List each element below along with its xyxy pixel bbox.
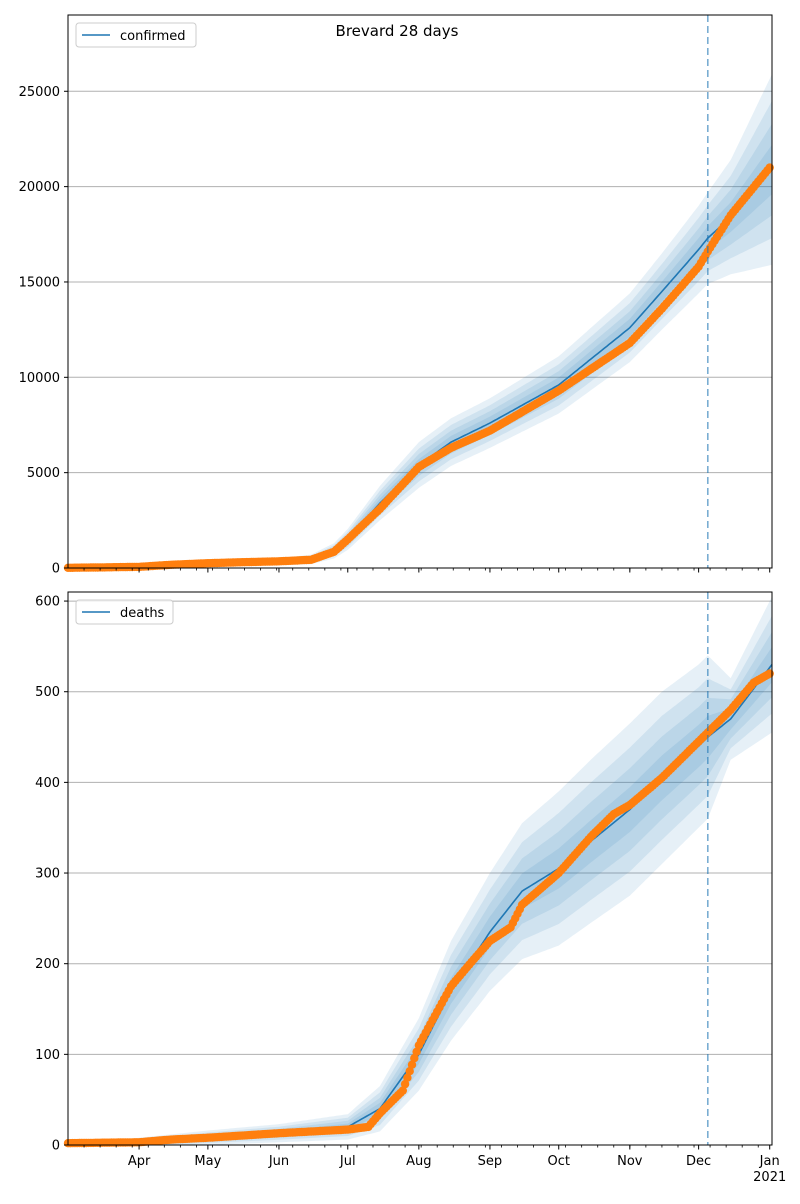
- x-year-label: 2021: [753, 1170, 786, 1185]
- legend-label: confirmed: [120, 29, 186, 44]
- x-tick-label: Jan: [759, 1154, 780, 1169]
- y-tick-label: 0: [52, 1139, 60, 1154]
- observed-point: [407, 1060, 417, 1069]
- legend-label: deaths: [120, 606, 165, 621]
- x-tick-label: Apr: [128, 1154, 151, 1169]
- x-tick-label: Nov: [617, 1154, 643, 1169]
- legend-box: [75, 22, 197, 48]
- x-tick-label: Jul: [339, 1154, 356, 1169]
- y-tick-label: 400: [35, 776, 60, 791]
- uncertainty-band-2: [68, 100, 772, 569]
- y-tick-label: 100: [35, 1048, 60, 1063]
- y-tick-label: 0: [52, 562, 60, 577]
- x-tick-label: Aug: [406, 1154, 431, 1169]
- y-tick-label: 10000: [19, 371, 60, 386]
- observed-point: [410, 1054, 419, 1063]
- y-tick-label: 15000: [19, 275, 60, 290]
- x-tick-label: Dec: [686, 1154, 711, 1169]
- y-tick-label: 5000: [27, 466, 60, 481]
- y-tick-label: 500: [35, 685, 60, 700]
- y-tick-label: 25000: [19, 85, 60, 100]
- x-tick-label: Jun: [268, 1154, 289, 1169]
- observed-point: [403, 1073, 412, 1082]
- plot-frame: [67, 14, 773, 569]
- observed-point: [765, 669, 774, 678]
- observed-point: [398, 1086, 407, 1095]
- x-tick-label: May: [194, 1154, 221, 1169]
- confirmed-panel: 0 5000 10000 15000 20000 25000 confirmed: [19, 14, 774, 577]
- x-tick-label: Oct: [547, 1154, 569, 1169]
- observed-point: [405, 1067, 414, 1076]
- plot-frame: [67, 591, 773, 1146]
- figure-title: Brevard 28 days: [336, 22, 459, 40]
- y-tick-label: 600: [35, 595, 60, 610]
- legend-box: [75, 599, 174, 625]
- y-tick-label: 300: [35, 867, 60, 882]
- observed-point: [765, 163, 774, 172]
- y-tick-label: 200: [35, 957, 60, 972]
- deaths-panel: 0 100 200 300 400 500 600 Apr May Jun Jul Aug Sep Oct…: [35, 591, 786, 1185]
- x-tick-label: Sep: [478, 1154, 503, 1169]
- y-tick-label: 20000: [19, 180, 60, 195]
- observed-point: [400, 1079, 410, 1089]
- observed-point: [412, 1047, 421, 1057]
